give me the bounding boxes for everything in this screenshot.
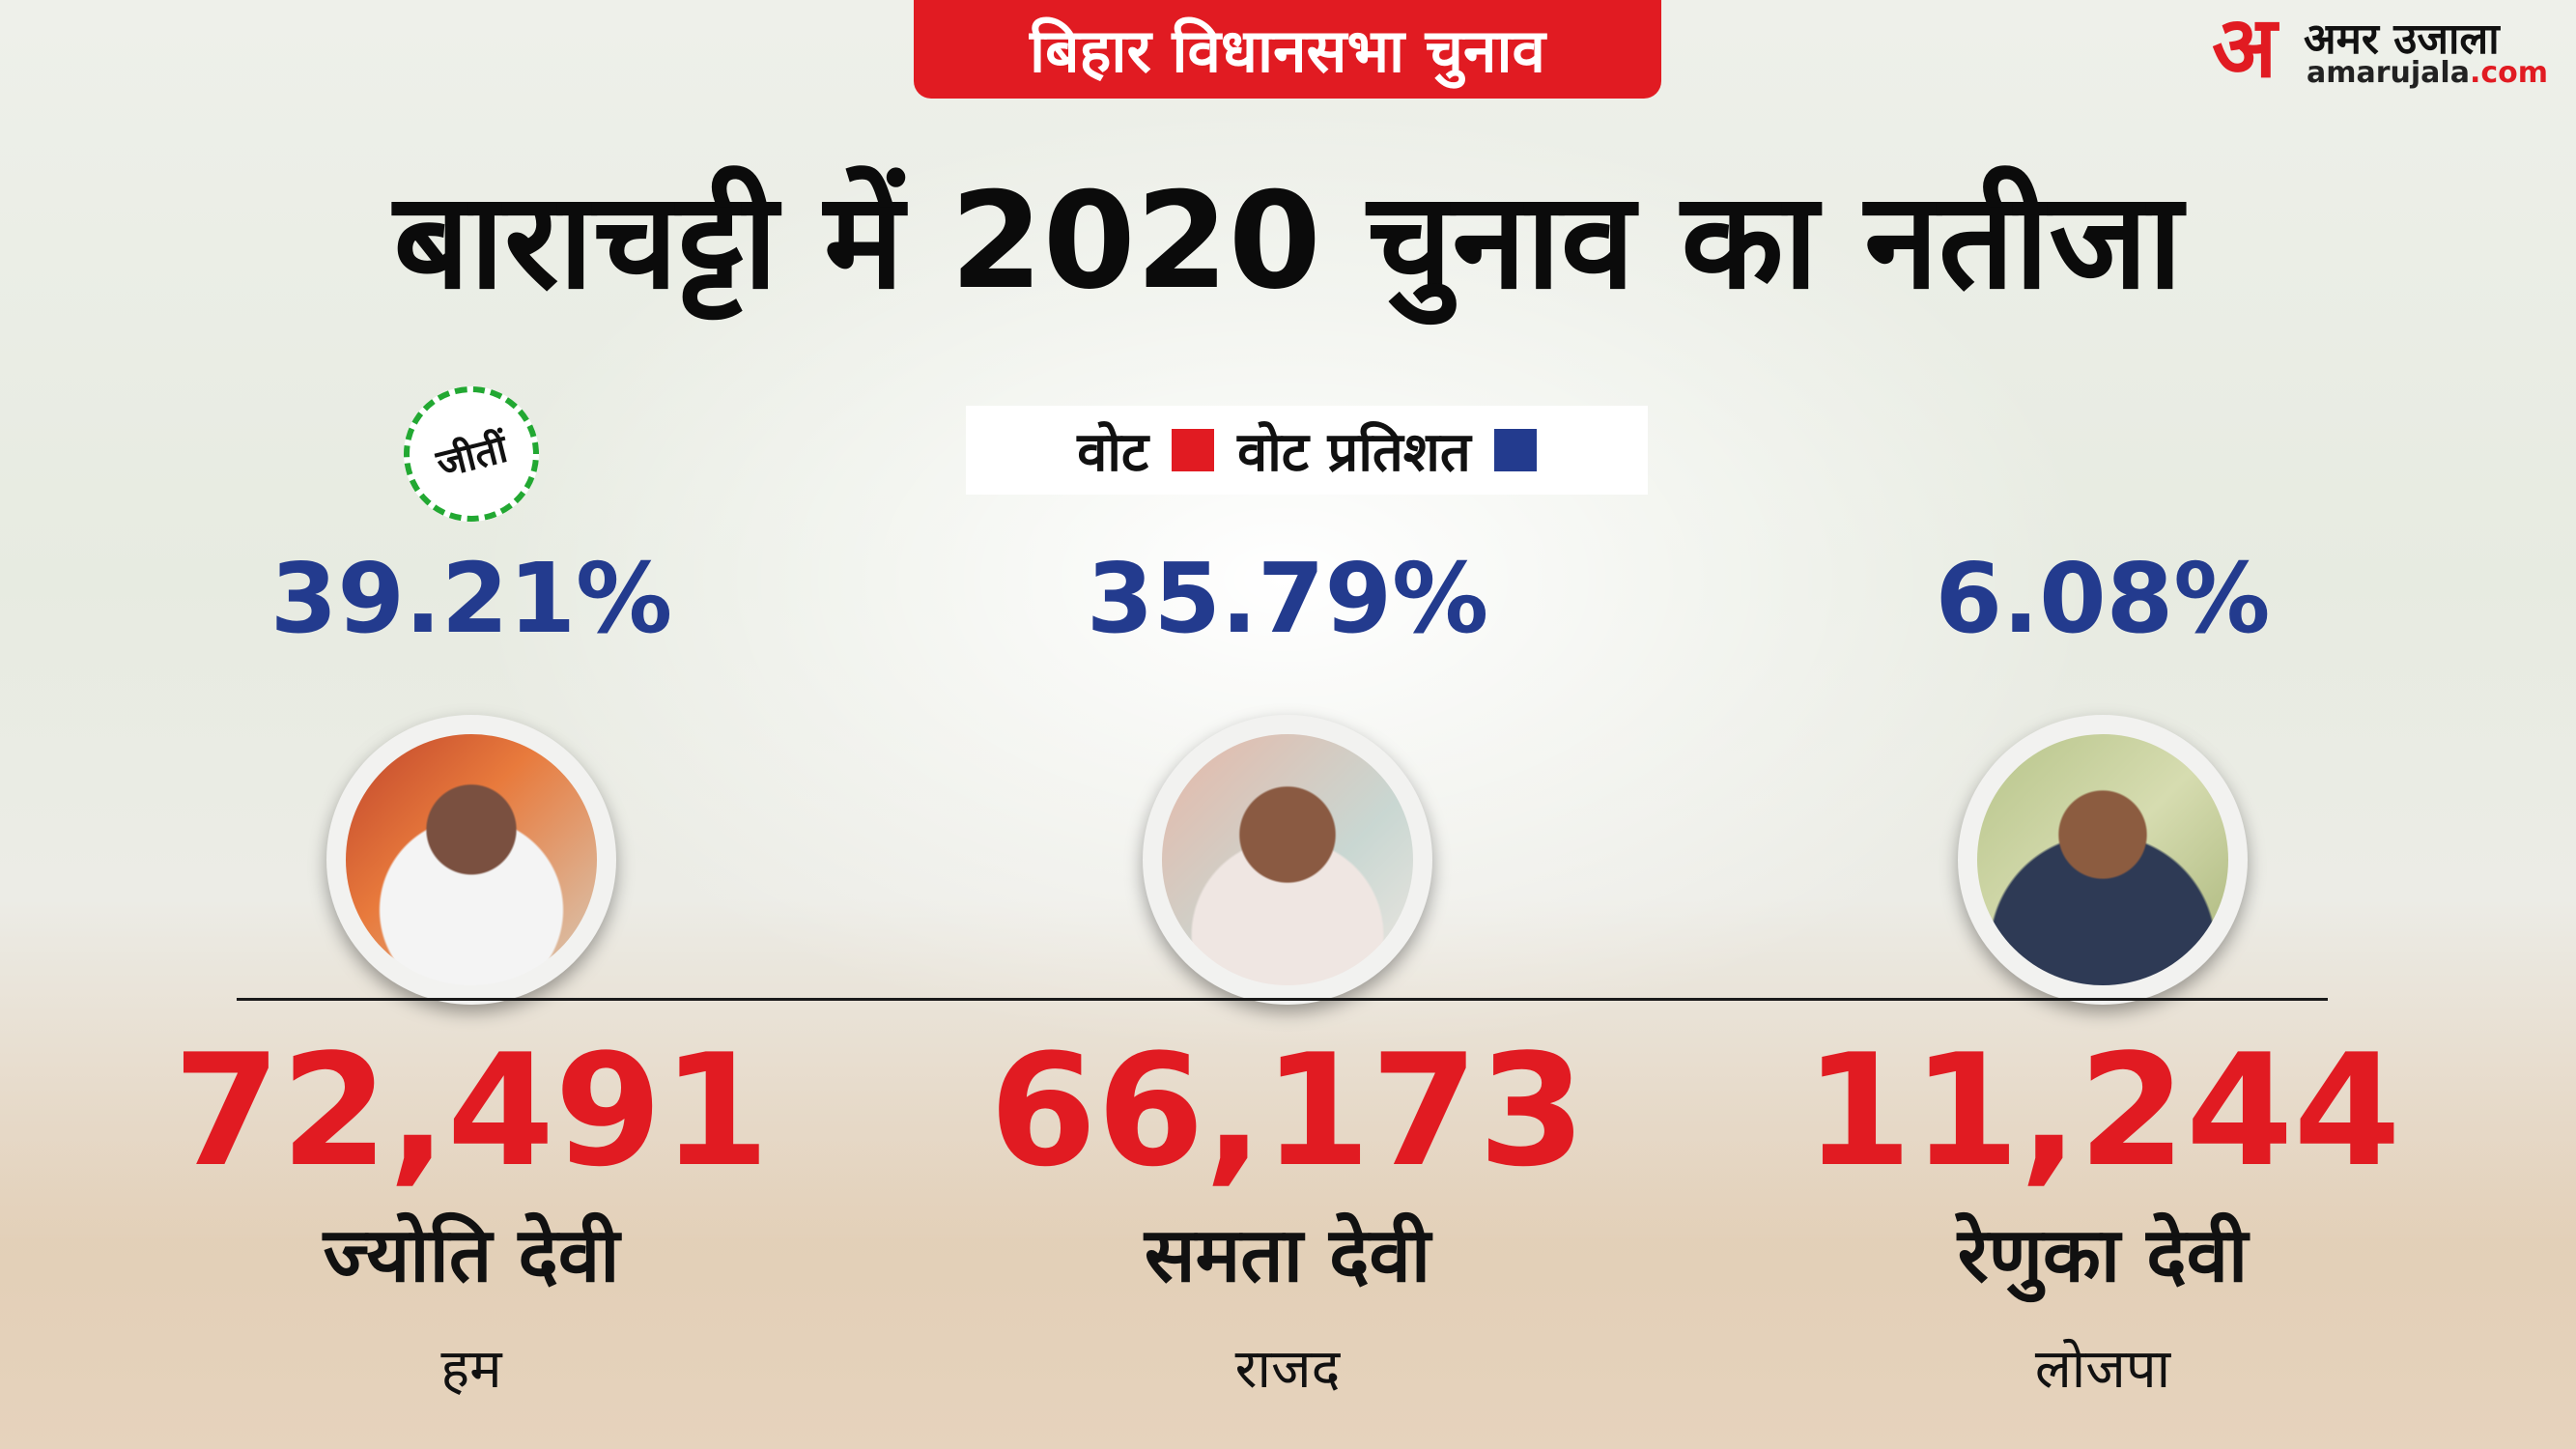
legend: वोट वोट प्रतिशत bbox=[966, 406, 1648, 495]
candidate-3-votes: 11,244 bbox=[1804, 1020, 2401, 1201]
candidate-3-vote-percent: 6.08% bbox=[1935, 542, 2271, 655]
candidate-1-photo bbox=[326, 715, 616, 1005]
winner-badge-text: जीतीं bbox=[432, 426, 512, 487]
logo-url: amarujala.com bbox=[2307, 56, 2548, 90]
candidate-1-vote-percent: 39.21% bbox=[269, 542, 673, 655]
logo-url-main: amarujala bbox=[2307, 56, 2470, 90]
candidate-1-percent-block: 39.21% bbox=[133, 541, 809, 657]
candidate-3-photo bbox=[1958, 715, 2248, 1005]
brand-logo[interactable]: अ अमर उजाला amarujala.com bbox=[2212, 4, 2560, 97]
candidate-3-portrait bbox=[1977, 734, 2228, 985]
logo-url-tld: .com bbox=[2469, 56, 2549, 90]
logo-mark: अ bbox=[2212, 0, 2278, 97]
candidate-1-party: हम bbox=[440, 1338, 502, 1401]
candidate-3-party: लोजपा bbox=[2034, 1338, 2171, 1401]
candidate-2-name: समता देवी bbox=[1144, 1212, 1431, 1299]
logo-brand-name: अमर उजाला bbox=[2304, 14, 2500, 64]
candidate-3-percent-block: 6.08% bbox=[1765, 541, 2441, 657]
background-floor bbox=[0, 1140, 2576, 1449]
candidate-1-portrait bbox=[346, 734, 597, 985]
candidate-2-photo bbox=[1143, 715, 1432, 1005]
candidate-3-name: रेणुका देवी bbox=[1957, 1212, 2249, 1299]
section-tag: बिहार विधानसभा चुनाव bbox=[914, 0, 1661, 99]
candidate-2-percent-block: 35.79% bbox=[949, 541, 1626, 657]
winner-badge: जीतीं bbox=[389, 372, 553, 536]
candidate-2-party: राजद bbox=[1234, 1338, 1341, 1401]
legend-percent-swatch bbox=[1493, 429, 1537, 471]
divider-line bbox=[237, 998, 2328, 1001]
legend-votes-swatch bbox=[1172, 429, 1215, 471]
section-tag-text: बिहार विधानसभा चुनाव bbox=[1030, 15, 1545, 86]
legend-votes-label: वोट bbox=[1077, 421, 1149, 484]
candidate-1-name: ज्योति देवी bbox=[323, 1212, 620, 1299]
page-title: बाराचट्टी में 2020 चुनाव का नतीजा bbox=[393, 163, 2183, 319]
candidate-2-votes: 66,173 bbox=[989, 1020, 1586, 1201]
candidate-2-vote-percent: 35.79% bbox=[1086, 542, 1489, 655]
legend-percent-label: वोट प्रतिशत bbox=[1237, 421, 1471, 484]
candidate-1-votes: 72,491 bbox=[173, 1020, 770, 1201]
candidate-2-portrait bbox=[1162, 734, 1413, 985]
